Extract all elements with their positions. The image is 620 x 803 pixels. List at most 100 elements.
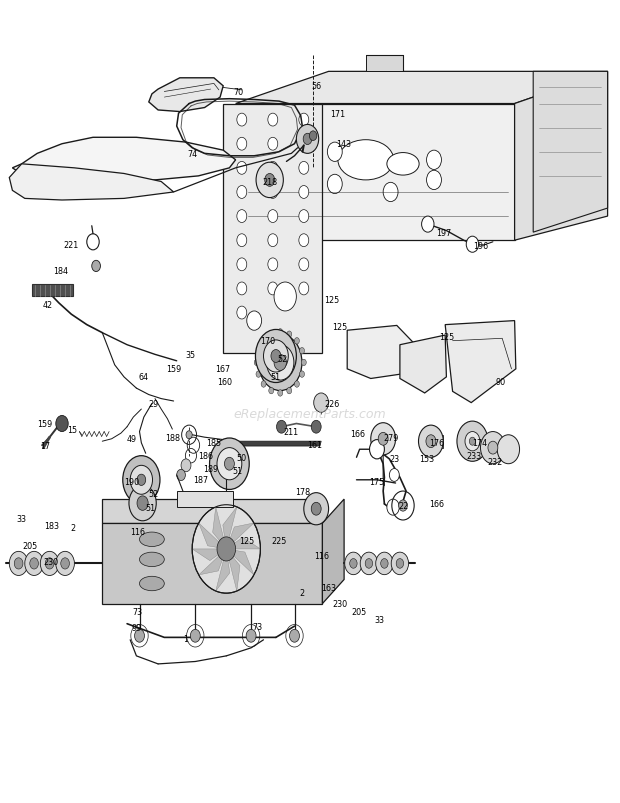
Circle shape [497,435,520,464]
Text: 170: 170 [260,336,275,346]
Text: 125: 125 [324,296,339,305]
Circle shape [294,381,299,388]
Circle shape [271,350,281,363]
Circle shape [469,438,476,446]
Circle shape [299,348,304,354]
Polygon shape [236,72,608,104]
Circle shape [237,162,247,175]
Circle shape [304,493,329,525]
Polygon shape [149,79,223,112]
Circle shape [378,433,388,446]
Circle shape [278,329,283,336]
Text: 116: 116 [130,527,145,536]
Circle shape [224,458,234,471]
Circle shape [268,259,278,271]
Circle shape [277,421,286,434]
Circle shape [426,435,436,448]
Text: 15: 15 [67,426,77,435]
Circle shape [422,217,434,233]
Circle shape [274,283,296,312]
Text: 166: 166 [430,499,445,508]
Text: 33: 33 [17,514,27,524]
Polygon shape [177,491,232,507]
Text: 73: 73 [133,607,143,617]
Text: 52: 52 [149,489,159,499]
Circle shape [299,210,309,223]
Circle shape [255,330,296,383]
Text: 205: 205 [22,541,37,551]
Circle shape [247,312,262,331]
Text: 22: 22 [399,501,409,511]
Text: 125: 125 [439,332,454,342]
Circle shape [314,393,329,413]
Text: 17: 17 [40,441,50,450]
Circle shape [294,338,299,344]
Circle shape [457,422,488,462]
Circle shape [327,143,342,162]
Circle shape [237,283,247,296]
Ellipse shape [140,532,164,547]
Text: 160: 160 [218,377,232,387]
Text: 73: 73 [252,622,262,631]
Text: 187: 187 [193,475,208,485]
Polygon shape [226,537,260,549]
Text: 197: 197 [436,228,451,238]
Circle shape [237,114,247,127]
Polygon shape [213,507,226,549]
Circle shape [418,426,443,458]
Circle shape [381,559,388,569]
Circle shape [40,552,59,576]
Text: 161: 161 [307,440,322,450]
Text: 167: 167 [216,365,231,374]
Circle shape [399,500,407,512]
Ellipse shape [338,141,394,181]
Circle shape [327,175,342,194]
Polygon shape [226,549,240,591]
Circle shape [299,372,304,378]
Circle shape [137,496,148,511]
Circle shape [268,138,278,151]
Circle shape [268,388,273,394]
Circle shape [278,390,283,397]
Circle shape [301,360,306,366]
Circle shape [365,559,373,569]
Circle shape [264,340,288,373]
Circle shape [268,210,278,223]
Circle shape [261,381,266,388]
Text: 50: 50 [237,453,247,463]
Circle shape [311,421,321,434]
Circle shape [370,440,384,459]
Circle shape [237,138,247,151]
Polygon shape [347,326,415,379]
Circle shape [274,355,286,371]
Circle shape [254,360,259,366]
Circle shape [383,183,398,202]
Circle shape [9,552,28,576]
Circle shape [130,466,153,495]
Polygon shape [12,138,236,181]
Circle shape [287,332,292,338]
Polygon shape [226,549,254,575]
Circle shape [389,469,399,482]
Text: 90: 90 [496,377,506,387]
Circle shape [256,348,261,354]
Text: 125: 125 [332,322,347,332]
Polygon shape [236,104,515,241]
Circle shape [237,307,247,320]
Circle shape [268,283,278,296]
Circle shape [391,552,409,575]
Circle shape [299,259,309,271]
Text: 174: 174 [472,438,487,447]
Circle shape [217,537,236,561]
Text: 51: 51 [271,372,281,381]
Polygon shape [425,435,443,448]
Circle shape [268,114,278,127]
Polygon shape [233,442,321,446]
Circle shape [387,499,399,516]
Text: 159: 159 [167,365,182,374]
Text: 190: 190 [124,477,139,487]
Circle shape [259,335,302,391]
Circle shape [299,138,309,151]
Circle shape [181,459,191,472]
Text: 230: 230 [332,599,347,609]
